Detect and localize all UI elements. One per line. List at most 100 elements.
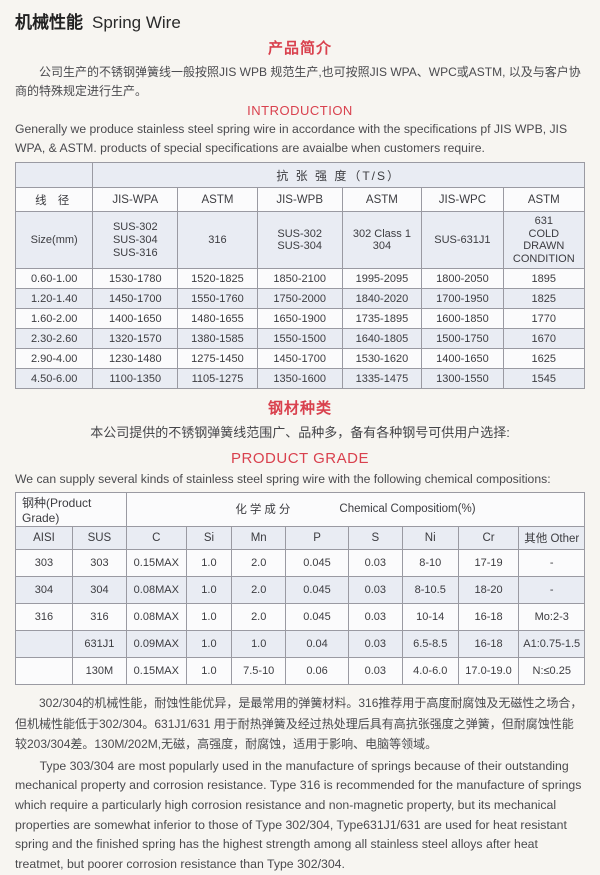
table-cell: Cr bbox=[457, 525, 520, 550]
table-row: 316 316 0.08MAX 1.0 2.0 0.045 0.03 10-14… bbox=[15, 602, 585, 631]
table-cell: 631J1 bbox=[71, 629, 127, 658]
table-row: 4.50-6.00 1100-1350 1105-1275 1350-1600 … bbox=[14, 368, 586, 390]
table-cell: 1520-1825 bbox=[177, 268, 258, 290]
table-cell: 1840-2020 bbox=[341, 288, 423, 310]
table-cell: 1670 bbox=[502, 328, 586, 350]
table-cell: ASTM bbox=[502, 187, 586, 213]
heading-introduction: INTRODUCTION bbox=[247, 103, 353, 119]
heading-product-intro-zh: 产品简介 bbox=[267, 40, 332, 57]
table-cell: Mn bbox=[231, 525, 287, 550]
table-cell: 1550-1500 bbox=[256, 328, 343, 350]
table-cell: 1.0 bbox=[185, 602, 233, 631]
table-cell: 1895 bbox=[502, 268, 586, 290]
table-cell: 1.60-2.00 bbox=[14, 308, 94, 330]
table-cell: 1105-1275 bbox=[177, 368, 258, 390]
table-cell: 10-14 bbox=[401, 602, 459, 631]
table-cell: 1275-1450 bbox=[177, 348, 258, 370]
table-cell: 0.08MAX bbox=[125, 575, 187, 604]
table-cell: 0.03 bbox=[347, 548, 403, 577]
table-cell: 1825 bbox=[502, 288, 586, 310]
table-cell: 其他 Other bbox=[518, 525, 585, 550]
table-cell: 316 bbox=[71, 602, 127, 631]
table-cell: 0.03 bbox=[347, 656, 403, 685]
table-cell: 1.0 bbox=[185, 629, 233, 658]
table-cell: P bbox=[285, 525, 349, 550]
table-row: 1.20-1.40 1450-1700 1550-1760 1750-2000 … bbox=[14, 288, 586, 310]
table-cell: 1.0 bbox=[185, 548, 233, 577]
table-cell: 0.045 bbox=[285, 548, 349, 577]
table-cell: 1500-1750 bbox=[421, 328, 504, 350]
table-row: 0.60-1.00 1530-1780 1520-1825 1850-2100 … bbox=[14, 268, 586, 290]
table-cell: 16-18 bbox=[457, 602, 520, 631]
table-cell: 130M bbox=[71, 656, 127, 685]
table-cell: 0.06 bbox=[285, 656, 349, 685]
table-cell: 0.09MAX bbox=[125, 629, 187, 658]
table-cell: 7.5-10 bbox=[231, 656, 287, 685]
table-cell: - bbox=[518, 575, 585, 604]
heading-product-grade-zh: 钢材种类 bbox=[267, 400, 332, 418]
table-cell: 1770 bbox=[502, 308, 586, 330]
table-cell: 2.0 bbox=[231, 575, 287, 604]
page-title-zh: 机械性能 bbox=[15, 13, 83, 32]
table-cell: 1995-2095 bbox=[341, 268, 423, 290]
table-row: 304 304 0.08MAX 1.0 2.0 0.045 0.03 8-10.… bbox=[15, 575, 585, 604]
table-cell: 2.90-4.00 bbox=[14, 348, 94, 370]
table-cell: 1100-1350 bbox=[92, 368, 179, 390]
table-cell: S bbox=[347, 525, 403, 550]
table-row: 2.90-4.00 1230-1480 1275-1450 1450-1700 … bbox=[14, 348, 586, 370]
table-cell-chem-header: 化学成分 Chemical Compositiom(%) bbox=[125, 491, 586, 527]
table-cell: 1450-1700 bbox=[92, 288, 179, 310]
table-cell: 1300-1550 bbox=[421, 368, 504, 390]
table-cell: 1380-1585 bbox=[177, 328, 258, 350]
table-cell: 1530-1780 bbox=[92, 268, 179, 290]
table-cell: 0.60-1.00 bbox=[14, 268, 94, 290]
table-cell: 0.15MAX bbox=[125, 656, 187, 685]
table-cell: 1700-1950 bbox=[421, 288, 504, 310]
table-cell: 1350-1600 bbox=[256, 368, 343, 390]
table-cell: SUS-302 SUS-304 bbox=[256, 211, 343, 270]
table-cell: 1.20-1.40 bbox=[14, 288, 94, 310]
table-cell: SUS bbox=[71, 525, 127, 550]
footer-paragraph-zh: 302/304的机械性能，耐蚀性能优异，是最常用的弹簧材料。316推荐用于高度耐… bbox=[15, 695, 583, 752]
table-cell: 1650-1900 bbox=[256, 308, 343, 330]
table-cell: SUS-631J1 bbox=[421, 211, 504, 270]
grade-paragraph-en: We can supply several kinds of stainless… bbox=[15, 471, 551, 486]
table-cell-grade-header: 钢种(Product Grade) bbox=[15, 491, 127, 527]
table-cell: A1:0.75-1.5 bbox=[518, 629, 585, 658]
intro-paragraph-zh: 公司生产的不锈钢弹簧线一般按照JIS WPB 规范生产,也可按照JIS WPA、… bbox=[15, 65, 581, 99]
table-cell: 1320-1570 bbox=[92, 328, 179, 350]
table-cell: 316 bbox=[177, 211, 258, 270]
table-cell bbox=[15, 656, 73, 685]
table-cell: AISI bbox=[15, 525, 73, 550]
table-cell: SUS-302 SUS-304 SUS-316 bbox=[92, 211, 179, 270]
table-cell: 17-19 bbox=[457, 548, 520, 577]
page-title: 机械性能 Spring Wire bbox=[15, 8, 585, 33]
table-row: 303 303 0.15MAX 1.0 2.0 0.045 0.03 8-10 … bbox=[15, 548, 585, 577]
table-cell: 0.045 bbox=[285, 602, 349, 631]
table-cell: 2.0 bbox=[231, 602, 287, 631]
table-row: 631J1 0.09MAX 1.0 1.0 0.04 0.03 6.5-8.5 … bbox=[15, 629, 585, 658]
table-cell bbox=[14, 162, 94, 189]
table-cell: 0.15MAX bbox=[125, 548, 187, 577]
chem-header-group: 化学成分 Chemical Compositiom(%) bbox=[129, 501, 582, 517]
table-cell: 304 bbox=[15, 575, 73, 604]
page-title-en: Spring Wire bbox=[92, 13, 181, 32]
chemical-composition-table: 钢种(Product Grade) 化学成分 Chemical Composit… bbox=[15, 491, 586, 685]
table-cell: 0.08MAX bbox=[125, 602, 187, 631]
table-cell-span-header: 抗 张 强 度（T/S） bbox=[92, 162, 585, 189]
table-cell: JIS-WPA bbox=[92, 187, 179, 213]
intro-paragraph-en: Generally we produce stainless steel spr… bbox=[15, 122, 568, 156]
table-cell bbox=[15, 629, 73, 658]
table-row: 130M 0.15MAX 1.0 7.5-10 0.06 0.03 4.0-6.… bbox=[15, 656, 585, 685]
table-cell: 8-10 bbox=[401, 548, 459, 577]
table-cell: 8-10.5 bbox=[401, 575, 459, 604]
table-row: AISI SUS C Si Mn P S Ni Cr 其他 Other bbox=[15, 525, 585, 550]
table-cell: Size(mm) bbox=[14, 211, 94, 270]
table-cell: N:≤0.25 bbox=[518, 656, 585, 685]
table-cell: 2.30-2.60 bbox=[14, 328, 94, 350]
table-cell: 18-20 bbox=[457, 575, 520, 604]
table-cell: 1400-1650 bbox=[421, 348, 504, 370]
table-cell: 0.04 bbox=[285, 629, 349, 658]
table-cell: 0.03 bbox=[347, 575, 403, 604]
